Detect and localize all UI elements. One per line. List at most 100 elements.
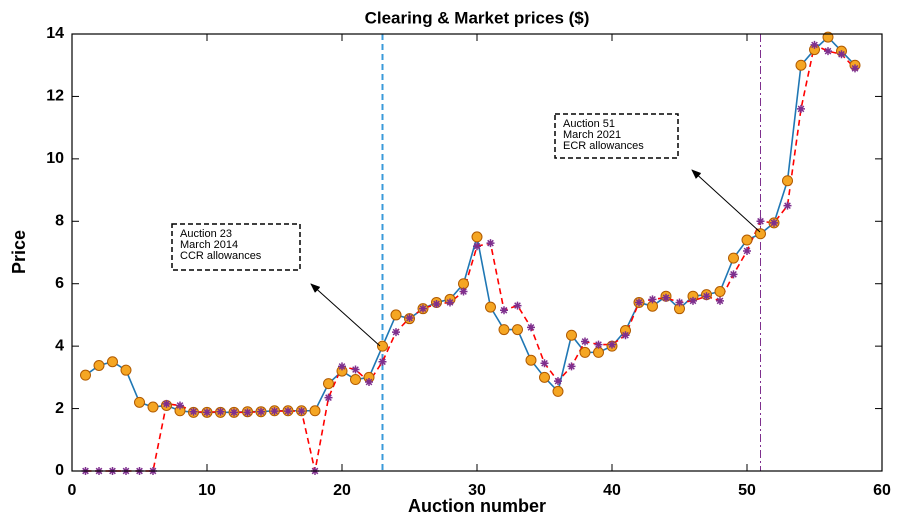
data-point: [728, 252, 739, 264]
data-point: [309, 405, 321, 417]
data-point: [662, 293, 670, 302]
data-point: [512, 324, 523, 336]
annotation-text: March 2014: [180, 239, 238, 251]
data-point: [729, 270, 738, 279]
data-point: [527, 323, 535, 332]
data-point: [351, 365, 360, 374]
data-point: [458, 278, 469, 290]
data-point: [257, 407, 265, 416]
x-tick-label: 0: [68, 482, 77, 499]
plot-frame: [71, 33, 883, 472]
data-point: [756, 217, 765, 226]
data-point: [419, 304, 427, 313]
data-point: [783, 201, 792, 210]
data-point: [500, 306, 508, 315]
annotation-arrow: [310, 283, 381, 347]
data-point: [80, 369, 91, 381]
data-point: [459, 287, 468, 296]
data-point: [702, 292, 711, 301]
data-point: [539, 371, 550, 383]
y-tick-label: 10: [46, 150, 64, 167]
y-tick-label: 4: [55, 337, 64, 354]
y-tick-label: 14: [46, 25, 64, 42]
data-point: [716, 296, 724, 305]
data-point: [390, 309, 402, 321]
data-point: [822, 31, 834, 43]
data-point: [216, 407, 225, 416]
annotation-text: ECR allowances: [563, 140, 644, 152]
data-point: [714, 286, 726, 298]
x-axis-label: Auction number: [408, 496, 546, 516]
x-tick-label: 10: [198, 482, 216, 499]
data-point: [297, 407, 306, 416]
data-point: [824, 47, 832, 56]
data-point: [323, 378, 334, 390]
data-point: [689, 296, 697, 305]
data-point: [648, 295, 657, 304]
data-point: [93, 359, 105, 371]
data-point: [120, 364, 132, 376]
data-point: [498, 324, 510, 336]
chart-title: Clearing & Market prices ($): [365, 8, 590, 27]
data-point: [608, 340, 616, 349]
data-point: [176, 401, 184, 410]
data-point: [581, 337, 589, 346]
data-point: [270, 407, 279, 416]
y-axis-label: Price: [9, 230, 29, 274]
data-point: [770, 218, 778, 227]
data-point: [471, 231, 483, 243]
data-point: [230, 408, 238, 417]
x-tick-label: 40: [603, 482, 621, 499]
data-point: [594, 340, 603, 349]
data-point: [593, 346, 604, 358]
data-point: [741, 234, 753, 246]
data-point: [365, 378, 373, 387]
data-point: [795, 59, 807, 71]
x-tick-label: 30: [468, 482, 486, 499]
data-point: [837, 50, 846, 59]
data-point: [134, 396, 145, 408]
data-point: [810, 40, 819, 49]
data-point: [675, 298, 684, 307]
annotation-box: [171, 223, 301, 271]
data-point: [189, 407, 198, 416]
y-tick-label: 2: [55, 400, 64, 417]
annotation-text: Auction 51: [563, 118, 615, 130]
data-point: [782, 175, 793, 187]
data-point: [473, 242, 481, 251]
data-point: [432, 300, 441, 309]
y-tick-label: 6: [55, 275, 64, 292]
data-point: [446, 298, 454, 307]
data-point: [797, 104, 805, 113]
annotation-arrow: [691, 169, 761, 233]
data-point: [107, 356, 118, 368]
data-point: [350, 374, 361, 386]
x-tick-label: 60: [873, 482, 891, 499]
data-point: [324, 393, 333, 402]
annotation-text: CCR allowances: [180, 250, 262, 262]
data-point: [525, 354, 537, 366]
annotation-text: March 2021: [563, 129, 621, 141]
data-point: [552, 385, 564, 397]
data-point: [378, 357, 387, 366]
data-point: [162, 399, 171, 408]
data-point: [377, 340, 388, 352]
data-point: [851, 64, 859, 73]
data-point: [147, 401, 159, 413]
data-point: [392, 328, 400, 337]
x-tick-label: 50: [738, 482, 756, 499]
y-tick-label: 8: [55, 213, 64, 230]
data-point: [284, 407, 292, 416]
data-point: [243, 408, 252, 417]
data-point: [743, 246, 751, 255]
annotation-text: Auction 23: [180, 228, 232, 240]
series-line: [85, 43, 856, 472]
data-point: [405, 314, 414, 323]
data-point: [486, 239, 495, 248]
annotation-box: [554, 113, 679, 159]
data-point: [338, 362, 346, 371]
data-point: [635, 298, 643, 307]
